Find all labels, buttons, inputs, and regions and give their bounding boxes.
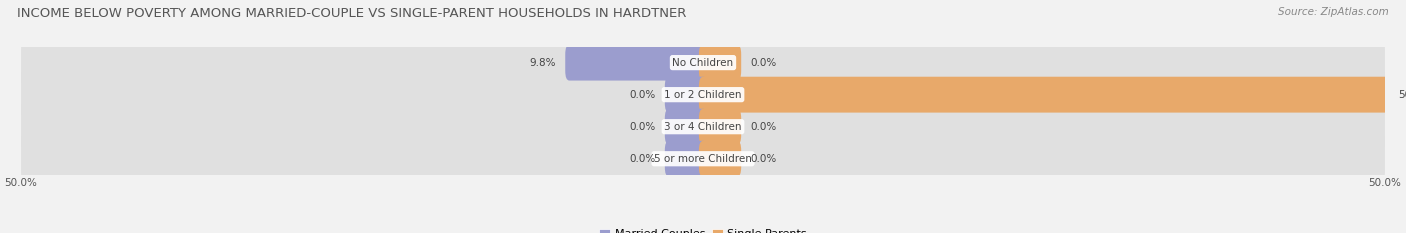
Text: 0.0%: 0.0% — [751, 122, 778, 132]
Legend: Married Couples, Single Parents: Married Couples, Single Parents — [595, 225, 811, 233]
FancyBboxPatch shape — [699, 109, 741, 145]
Text: Source: ZipAtlas.com: Source: ZipAtlas.com — [1278, 7, 1389, 17]
FancyBboxPatch shape — [21, 34, 1385, 92]
FancyBboxPatch shape — [665, 109, 707, 145]
FancyBboxPatch shape — [665, 141, 707, 177]
Text: INCOME BELOW POVERTY AMONG MARRIED-COUPLE VS SINGLE-PARENT HOUSEHOLDS IN HARDTNE: INCOME BELOW POVERTY AMONG MARRIED-COUPL… — [17, 7, 686, 20]
FancyBboxPatch shape — [21, 98, 1385, 156]
FancyBboxPatch shape — [21, 130, 1385, 188]
Text: 5 or more Children: 5 or more Children — [654, 154, 752, 164]
Text: 0.0%: 0.0% — [628, 154, 655, 164]
Text: 3 or 4 Children: 3 or 4 Children — [664, 122, 742, 132]
Text: 9.8%: 9.8% — [529, 58, 555, 68]
Text: 0.0%: 0.0% — [751, 58, 778, 68]
FancyBboxPatch shape — [699, 141, 741, 177]
Text: 50.0%: 50.0% — [1399, 90, 1406, 100]
Text: 0.0%: 0.0% — [628, 122, 655, 132]
FancyBboxPatch shape — [21, 65, 1385, 124]
FancyBboxPatch shape — [665, 77, 707, 113]
Text: 1 or 2 Children: 1 or 2 Children — [664, 90, 742, 100]
FancyBboxPatch shape — [565, 45, 707, 81]
Text: 0.0%: 0.0% — [751, 154, 778, 164]
FancyBboxPatch shape — [699, 45, 741, 81]
Text: 0.0%: 0.0% — [628, 90, 655, 100]
FancyBboxPatch shape — [699, 77, 1389, 113]
Text: No Children: No Children — [672, 58, 734, 68]
